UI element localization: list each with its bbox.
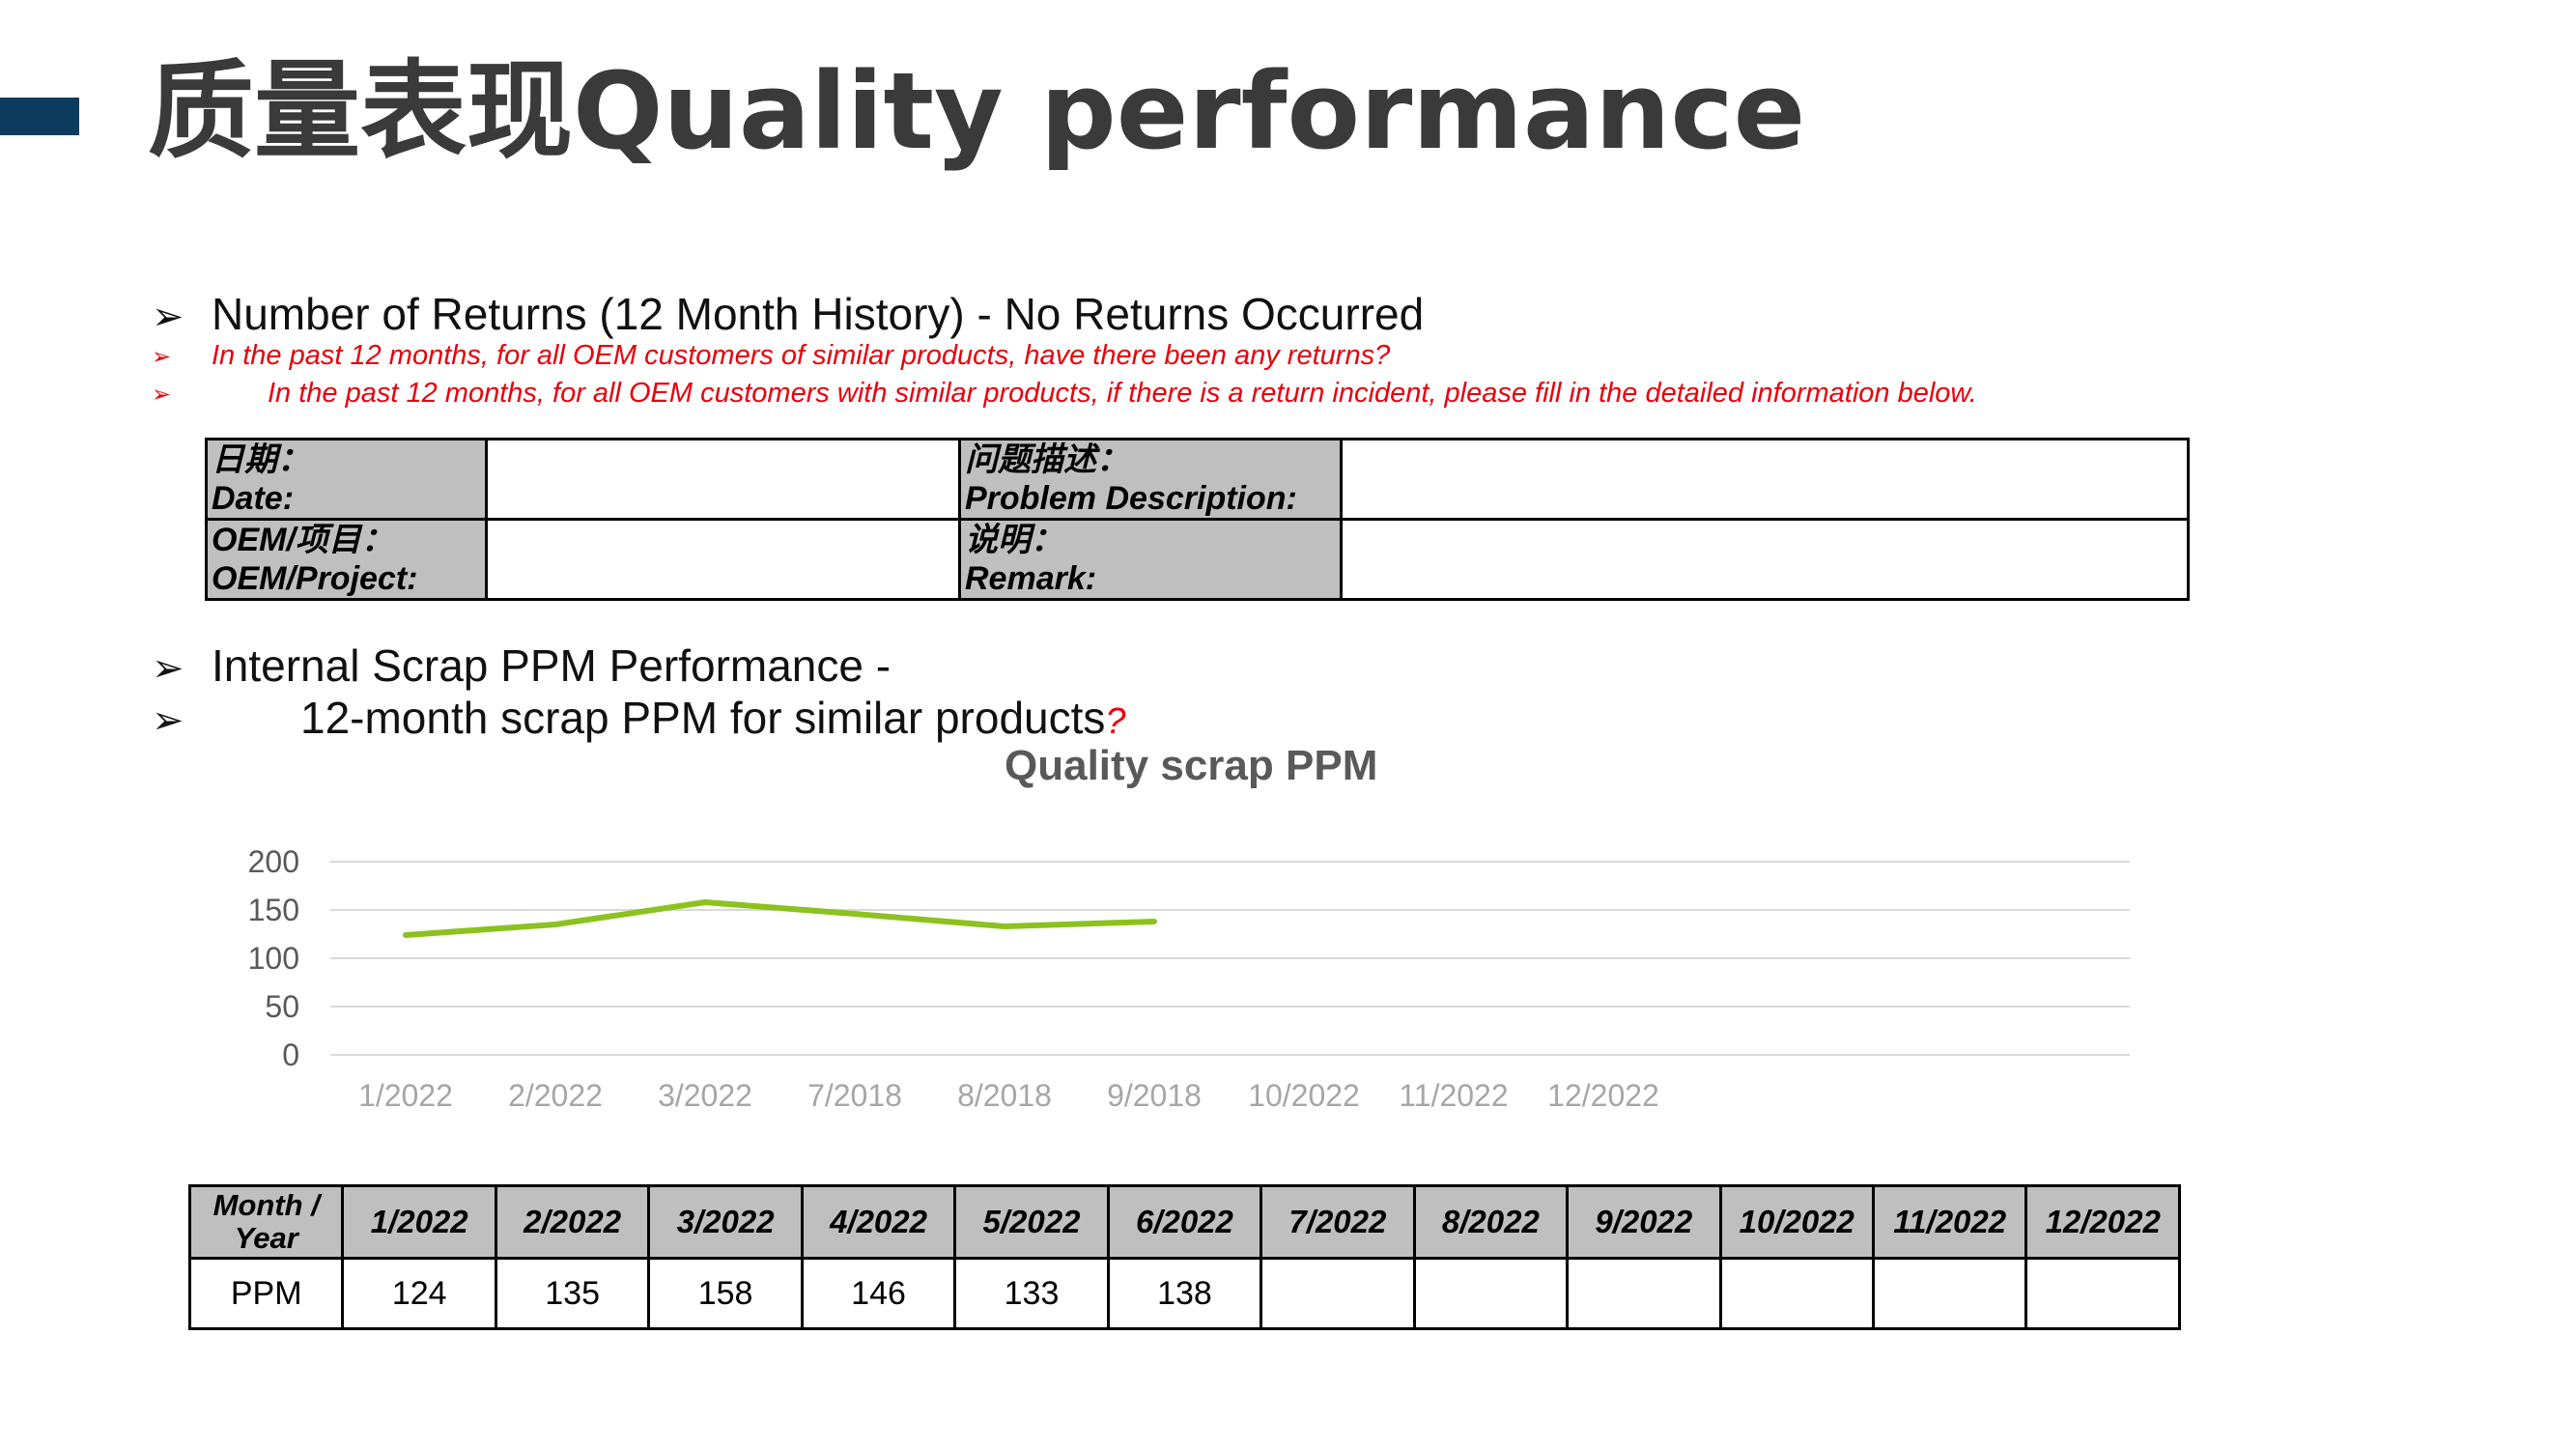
arrow-bullet-icon: ➢ bbox=[152, 647, 184, 690]
ppm-month-header: 5/2022 bbox=[953, 1184, 1110, 1260]
ppm-value-cell[interactable]: 138 bbox=[1106, 1257, 1263, 1330]
ppm-value-cell[interactable] bbox=[2024, 1257, 2181, 1330]
ppm-month-header: 8/2022 bbox=[1412, 1184, 1570, 1260]
ppm-value-row: PPM 124 135 158 146 133 138 bbox=[187, 1257, 2181, 1330]
remark-label: 说明： Remark: bbox=[958, 518, 1343, 601]
ppm-value-cell[interactable] bbox=[1718, 1257, 1875, 1330]
problem-description-value-cell[interactable] bbox=[1340, 438, 2190, 521]
ppm-table: Month / Year 1/2022 2/2022 3/2022 4/2022 5/2… bbox=[187, 1184, 2181, 1330]
ppm-value-cell[interactable]: 158 bbox=[647, 1257, 804, 1330]
y-tick-label: 0 bbox=[282, 1037, 299, 1072]
bullet-returns: ➢ Number of Returns (12 Month History) -… bbox=[152, 288, 1424, 340]
y-tick-label: 150 bbox=[248, 893, 299, 927]
ppm-month-header: 6/2022 bbox=[1106, 1184, 1263, 1260]
month-year-header: Month / Year bbox=[187, 1184, 345, 1260]
ppm-value-cell[interactable]: 124 bbox=[341, 1257, 497, 1330]
ppm-value-cell[interactable]: 133 bbox=[953, 1257, 1110, 1330]
problem-description-label: 问题描述： Problem Description: bbox=[958, 438, 1343, 521]
returns-note-1: In the past 12 months, for all OEM custo… bbox=[212, 340, 1391, 371]
scrap-ppm-line-chart: 200 150 100 50 0 1/2022 2/2022 3/2022 7/2018 8/20… bbox=[248, 844, 2130, 1113]
returns-info-table: 日期： Date: 问题描述： Problem Description: OEM… bbox=[205, 438, 2190, 601]
x-tick-label: 2/2022 bbox=[508, 1078, 603, 1113]
scrap-ppm-heading: Internal Scrap PPM Performance - bbox=[212, 640, 892, 691]
ppm-month-header: 9/2022 bbox=[1566, 1184, 1722, 1260]
arrow-bullet-icon: ➢ bbox=[152, 699, 184, 742]
bullet-note-1: ➢ In the past 12 months, for all OEM cus… bbox=[152, 340, 1390, 372]
x-tick-label: 11/2022 bbox=[1399, 1078, 1508, 1113]
x-tick-label: 3/2022 bbox=[658, 1078, 752, 1113]
x-tick-label: 9/2018 bbox=[1107, 1078, 1202, 1113]
date-label: 日期： Date: bbox=[205, 438, 488, 521]
ppm-value-cell[interactable] bbox=[1566, 1257, 1722, 1330]
arrow-bullet-icon: ➢ bbox=[152, 382, 172, 408]
series-line bbox=[403, 899, 1157, 938]
x-tick-label: 1/2022 bbox=[358, 1078, 453, 1113]
remark-value-cell[interactable] bbox=[1340, 518, 2190, 601]
page-title: 质量表现Quality performance bbox=[148, 49, 1806, 173]
x-tick-label: 12/2022 bbox=[1547, 1078, 1659, 1113]
arrow-bullet-icon: ➢ bbox=[152, 296, 184, 338]
bullet-scrap-ppm: ➢ Internal Scrap PPM Performance - bbox=[152, 639, 891, 692]
ppm-value-cell[interactable]: 146 bbox=[800, 1257, 957, 1330]
arrow-bullet-icon: ➢ bbox=[152, 344, 172, 370]
ppm-value-cell[interactable] bbox=[1260, 1257, 1416, 1330]
scrap-ppm-subheading: 12-month scrap PPM for similar products bbox=[300, 693, 1106, 743]
ppm-month-header: 11/2022 bbox=[1871, 1184, 2028, 1260]
ppm-month-header: 2/2022 bbox=[494, 1184, 651, 1260]
ppm-month-header: 4/2022 bbox=[800, 1184, 957, 1260]
ppm-row-label: PPM bbox=[187, 1257, 345, 1330]
oem-project-value-cell[interactable] bbox=[485, 518, 961, 601]
date-value-cell[interactable] bbox=[485, 438, 961, 521]
ppm-month-header: 7/2022 bbox=[1260, 1184, 1416, 1260]
ppm-header-row: Month / Year 1/2022 2/2022 3/2022 4/2022 5/2… bbox=[187, 1184, 2181, 1260]
x-tick-label: 10/2022 bbox=[1248, 1078, 1360, 1113]
returns-heading: Number of Returns (12 Month History) - N… bbox=[212, 289, 1425, 339]
x-tick-label: 8/2018 bbox=[957, 1078, 1052, 1113]
ppm-month-header: 12/2022 bbox=[2024, 1184, 2181, 1260]
accent-bar bbox=[0, 98, 79, 135]
y-tick-label: 50 bbox=[265, 989, 299, 1024]
oem-project-label: OEM/项目： OEM/Project: bbox=[205, 518, 488, 601]
bullet-note-2: ➢ In the past 12 months, for all OEM cus… bbox=[152, 378, 1977, 410]
question-mark: ? bbox=[1105, 701, 1126, 742]
ppm-value-cell[interactable] bbox=[1871, 1257, 2028, 1330]
returns-note-2: In the past 12 months, for all OEM custo… bbox=[268, 378, 1977, 409]
y-tick-label: 100 bbox=[248, 941, 299, 976]
x-tick-label: 7/2018 bbox=[807, 1078, 902, 1113]
ppm-month-header: 3/2022 bbox=[647, 1184, 804, 1260]
ppm-value-cell[interactable] bbox=[1412, 1257, 1570, 1330]
ppm-month-header: 1/2022 bbox=[341, 1184, 497, 1260]
ppm-month-header: 10/2022 bbox=[1718, 1184, 1875, 1260]
chart-title: Quality scrap PPM bbox=[1005, 742, 1378, 789]
y-tick-label: 200 bbox=[248, 844, 299, 879]
bullet-scrap-ppm-sub: ➢ 12-month scrap PPM for similar product… bbox=[152, 692, 1126, 744]
ppm-value-cell[interactable]: 135 bbox=[494, 1257, 651, 1330]
